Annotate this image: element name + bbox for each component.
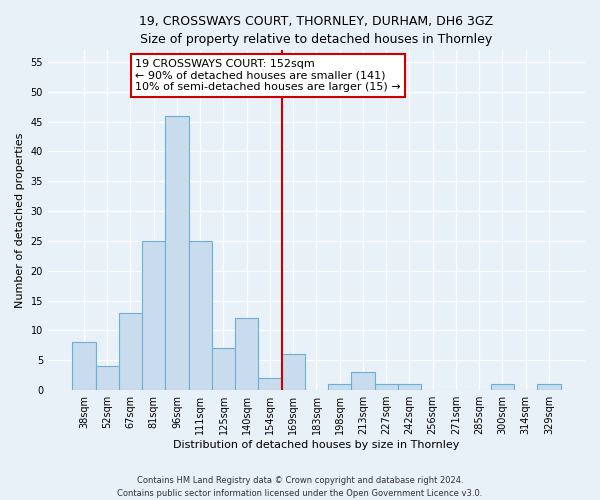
- Bar: [119, 312, 142, 390]
- Bar: [538, 384, 560, 390]
- X-axis label: Distribution of detached houses by size in Thornley: Distribution of detached houses by size …: [173, 440, 460, 450]
- Bar: [212, 348, 235, 390]
- Bar: [188, 241, 212, 390]
- Bar: [352, 372, 374, 390]
- Bar: [95, 366, 119, 390]
- Text: 19 CROSSWAYS COURT: 152sqm
← 90% of detached houses are smaller (141)
10% of sem: 19 CROSSWAYS COURT: 152sqm ← 90% of deta…: [135, 59, 401, 92]
- Bar: [259, 378, 281, 390]
- Bar: [235, 318, 259, 390]
- Text: Contains HM Land Registry data © Crown copyright and database right 2024.
Contai: Contains HM Land Registry data © Crown c…: [118, 476, 482, 498]
- Bar: [398, 384, 421, 390]
- Bar: [491, 384, 514, 390]
- Bar: [73, 342, 95, 390]
- Bar: [142, 241, 166, 390]
- Y-axis label: Number of detached properties: Number of detached properties: [15, 132, 25, 308]
- Bar: [281, 354, 305, 390]
- Bar: [328, 384, 352, 390]
- Title: 19, CROSSWAYS COURT, THORNLEY, DURHAM, DH6 3GZ
Size of property relative to deta: 19, CROSSWAYS COURT, THORNLEY, DURHAM, D…: [139, 15, 494, 46]
- Bar: [166, 116, 188, 390]
- Bar: [374, 384, 398, 390]
